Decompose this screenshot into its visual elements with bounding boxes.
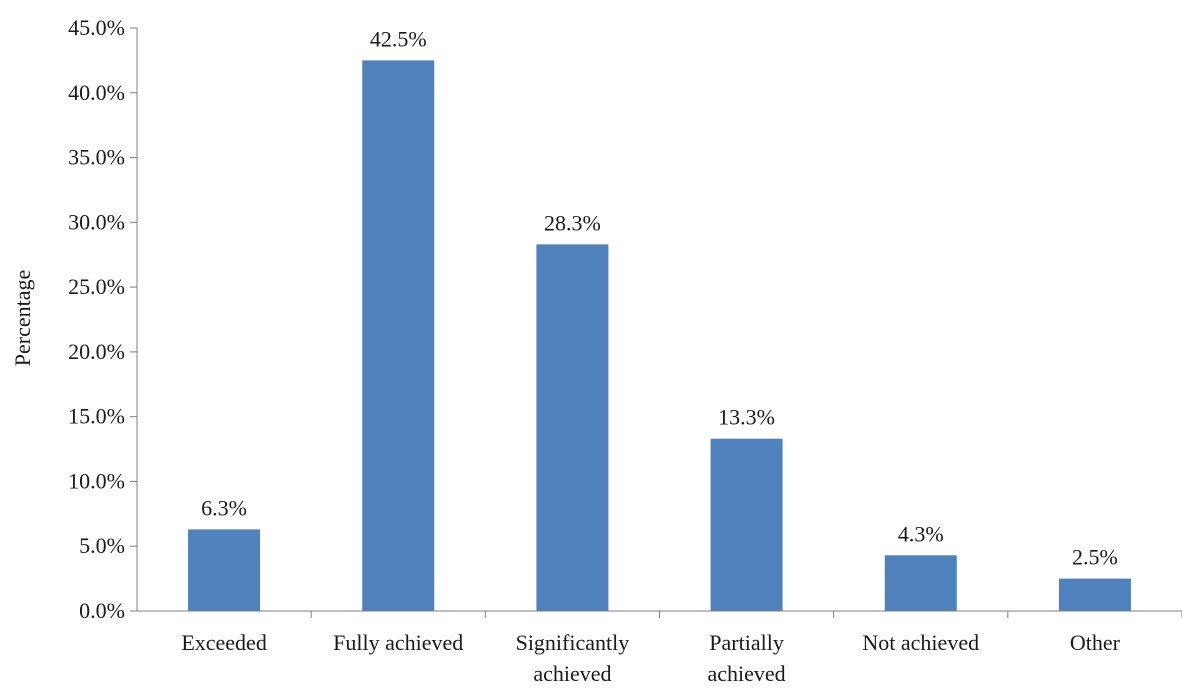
y-tick-label: 20.0% xyxy=(68,339,125,364)
axes xyxy=(130,28,1182,618)
bar xyxy=(710,438,783,611)
y-tick-label: 10.0% xyxy=(68,468,125,493)
x-axis-labels: Exceeded Fully achieved Significantly achie… xyxy=(181,630,1121,686)
y-tick-label: 40.0% xyxy=(68,80,125,105)
y-tick-label: 45.0% xyxy=(68,15,125,40)
x-tick-label: Partially achieved xyxy=(707,630,785,684)
bar-value-label: 13.3% xyxy=(718,405,775,430)
bar xyxy=(884,555,957,611)
x-tick-label: Other xyxy=(1070,630,1121,655)
y-tick-label: 0.0% xyxy=(79,598,125,623)
bar-value-label: 42.5% xyxy=(370,26,427,51)
y-tick-label: 35.0% xyxy=(68,145,125,170)
y-tick-label: 30.0% xyxy=(68,209,125,234)
y-tick-label: 5.0% xyxy=(79,533,125,558)
x-tick-label: Not achieved xyxy=(862,630,979,655)
y-tick-label: 15.0% xyxy=(68,404,125,429)
x-tick-label: Fully achieved xyxy=(333,630,463,655)
y-axis-title: Percentage xyxy=(10,270,35,367)
bar xyxy=(1058,578,1131,611)
y-tick-label: 25.0% xyxy=(68,274,125,299)
x-tick-label: Exceeded xyxy=(181,630,267,655)
bar-value-label: 28.3% xyxy=(544,210,601,235)
bar-value-label: 4.3% xyxy=(898,521,944,546)
x-tick-label: Significantly achieved xyxy=(516,630,630,684)
data-labels: 6.3% 42.5% 28.3% 13.3% 4.3% 2.5% xyxy=(201,26,1118,569)
bar-value-label: 2.5% xyxy=(1072,545,1118,570)
bar xyxy=(536,244,609,611)
y-axis-ticks: 0.0% 5.0% 10.0% 15.0% 20.0% 25.0% 30.0% 35.0% 40… xyxy=(68,15,137,623)
bar xyxy=(188,529,261,611)
bar-value-label: 6.3% xyxy=(201,495,247,520)
bar xyxy=(362,60,435,611)
bars-group xyxy=(188,60,1131,611)
